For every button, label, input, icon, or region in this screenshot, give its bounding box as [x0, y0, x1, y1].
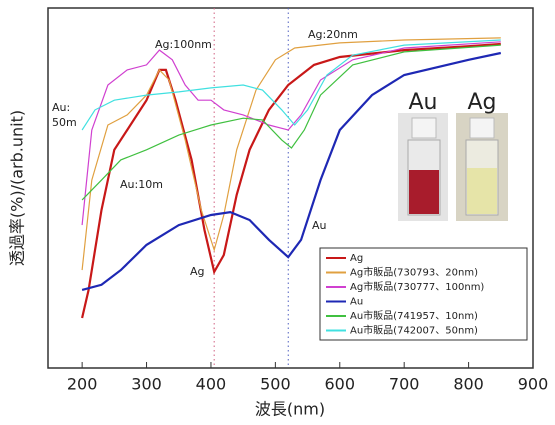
legend-label: Au市販品(741957、10nm): [350, 309, 478, 322]
vial-liquid: [409, 170, 439, 214]
y-axis-label: 透過率(%)/(arb.unit): [8, 110, 27, 266]
annotation: Ag:20nm: [308, 28, 358, 41]
x-tick-label: 300: [131, 375, 162, 394]
annotation: Ag: [190, 265, 205, 278]
legend-label: Ag: [350, 253, 363, 264]
x-tick-label: 400: [196, 375, 227, 394]
photo-label: Au: [409, 90, 438, 115]
x-tick-label: 500: [260, 375, 291, 394]
x-tick-label: 900: [518, 375, 549, 394]
x-axis-label: 波長(nm): [255, 400, 325, 419]
x-tick-label: 600: [324, 375, 355, 394]
annotation: Ag:100nm: [155, 38, 212, 51]
legend-label: Ag市販品(730777、100nm): [350, 280, 484, 293]
vial-liquid: [467, 168, 497, 214]
annotation: Au: [312, 219, 327, 232]
photo: [398, 113, 508, 221]
vial-cap: [470, 118, 494, 138]
photo-label: Ag: [467, 90, 496, 115]
legend-label: Au市販品(742007、50nm): [350, 324, 478, 337]
vial-cap: [412, 118, 436, 138]
legend-label: Ag市販品(730793、20nm): [350, 266, 478, 279]
annotation: 50m: [52, 116, 77, 129]
x-tick-label: 700: [389, 375, 420, 394]
annotation: Au:: [52, 101, 70, 114]
chart: 波長(nm) 透過率(%)/(arb.unit) 200 300 400 500 600…: [0, 0, 555, 425]
annotation: Au:10m: [120, 178, 163, 191]
legend-label: Au: [350, 297, 363, 308]
x-tick-label: 200: [67, 375, 98, 394]
x-tick-label: 800: [453, 375, 484, 394]
